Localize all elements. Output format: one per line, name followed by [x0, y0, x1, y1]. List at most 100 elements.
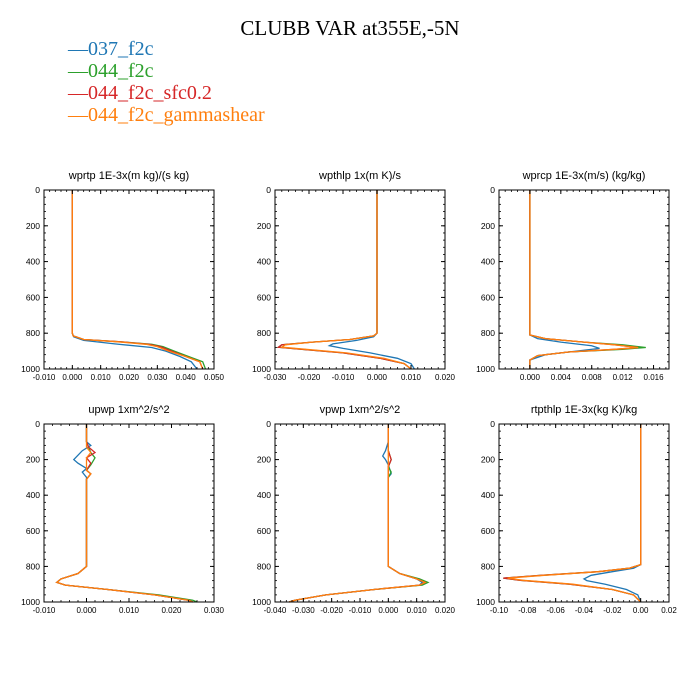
- x-tick-label: 0.030: [147, 373, 168, 382]
- series-line: [327, 190, 415, 370]
- legend-dash: —: [68, 104, 88, 126]
- y-tick-label: 200: [481, 455, 495, 465]
- panel-title: rtpthlp 1E-3x(kg K)/kg: [531, 404, 637, 416]
- legend-entry: —044_f2c: [68, 60, 265, 82]
- legend-entry: —037_f2c: [68, 38, 265, 60]
- x-tick-label: -0.010: [33, 373, 56, 382]
- y-tick-label: 400: [481, 490, 495, 500]
- plot-frame: [43, 423, 215, 603]
- y-tick-label: 800: [481, 328, 495, 338]
- x-tick-label: 0.020: [435, 606, 456, 615]
- y-tick-label: 1000: [476, 364, 495, 374]
- y-tick-label: 0: [35, 185, 40, 195]
- x-tick-label: -0.06: [547, 606, 566, 615]
- profile-panel: wprcp 1E-3x(m/s) (kg/kg) 0 200 400 600 800 100…: [476, 170, 670, 382]
- y-tick-label: 200: [26, 221, 40, 231]
- legend-label: 044_f2c_gammashear: [88, 104, 265, 126]
- y-tick-label: 0: [490, 185, 495, 195]
- y-tick-label: 800: [481, 561, 495, 571]
- x-tick-label: -0.040: [264, 606, 287, 615]
- panel-title: upwp 1xm^2/s^2: [88, 404, 169, 416]
- legend-entry: —044_f2c_gammashear: [68, 104, 265, 126]
- y-tick-label: 200: [257, 221, 271, 231]
- x-tick-label: 0.016: [644, 373, 665, 382]
- legend-dash: —: [68, 82, 88, 104]
- y-tick-label: 1000: [476, 597, 495, 607]
- y-tick-label: 0: [266, 185, 271, 195]
- series-line: [507, 424, 642, 603]
- panel-title: wprtp 1E-3x(m kg)/(s kg): [68, 170, 189, 182]
- y-tick-label: 400: [26, 257, 40, 267]
- x-tick-label: 0.020: [161, 606, 182, 615]
- panel-title: wprcp 1E-3x(m/s) (kg/kg): [522, 170, 646, 182]
- x-tick-label: 0.02: [661, 606, 677, 615]
- x-tick-label: 0.040: [176, 373, 197, 382]
- x-tick-label: 0.050: [204, 373, 225, 382]
- series-line: [289, 424, 427, 603]
- legend-entry: —044_f2c_sfc0.2: [68, 82, 265, 104]
- x-tick-label: 0.000: [520, 373, 541, 382]
- x-tick-label: -0.010: [349, 606, 372, 615]
- y-tick-label: 600: [26, 526, 40, 536]
- plot-frame: [274, 189, 446, 370]
- x-tick-label: 0.010: [401, 373, 422, 382]
- x-tick-label: 0.012: [613, 373, 634, 382]
- x-tick-label: 0.008: [582, 373, 603, 382]
- legend: —037_f2c —044_f2c —044_f2c_sfc0.2 —044_f…: [68, 38, 265, 126]
- series-line: [55, 424, 194, 603]
- x-tick-label: 0.000: [62, 373, 83, 382]
- series-line: [71, 190, 204, 370]
- y-tick-label: 200: [257, 455, 271, 465]
- x-tick-label: 0.010: [91, 373, 112, 382]
- panel-title: vpwp 1xm^2/s^2: [320, 404, 401, 416]
- x-tick-label: -0.02: [603, 606, 622, 615]
- profile-panel: wprtp 1E-3x(m kg)/(s kg) 0 200 400 600 800 100…: [21, 170, 224, 382]
- series-line: [71, 190, 198, 370]
- x-tick-label: 0.00: [633, 606, 649, 615]
- plot-frame: [274, 423, 446, 603]
- y-tick-label: 600: [26, 292, 40, 302]
- legend-dash: —: [68, 60, 88, 82]
- series-line: [279, 190, 412, 370]
- series-line: [503, 424, 642, 603]
- x-tick-label: 0.000: [367, 373, 388, 382]
- plot-frame: [498, 189, 670, 370]
- series-line: [529, 190, 600, 369]
- x-tick-label: -0.030: [292, 606, 315, 615]
- y-tick-label: 800: [26, 561, 40, 571]
- y-tick-label: 1000: [21, 364, 40, 374]
- y-tick-label: 0: [490, 419, 495, 429]
- x-tick-label: 0.000: [378, 606, 399, 615]
- y-tick-label: 800: [26, 328, 40, 338]
- x-tick-label: -0.08: [518, 606, 537, 615]
- y-tick-label: 600: [257, 526, 271, 536]
- x-tick-label: 0.030: [204, 606, 225, 615]
- x-tick-label: 0.020: [119, 373, 140, 382]
- legend-label: 037_f2c: [88, 38, 154, 60]
- series-line: [582, 424, 642, 603]
- x-tick-label: 0.010: [119, 606, 140, 615]
- y-tick-label: 0: [35, 419, 40, 429]
- legend-label: 044_f2c: [88, 60, 154, 82]
- figure-title: CLUBB VAR at355E,-5N: [240, 16, 460, 40]
- series-line: [503, 424, 642, 603]
- series-line: [71, 190, 207, 370]
- panel-title: wpthlp 1x(m K)/s: [318, 170, 401, 182]
- series-line: [289, 424, 424, 603]
- x-tick-label: -0.04: [575, 606, 594, 615]
- x-tick-label: 0.000: [76, 606, 97, 615]
- y-tick-label: 400: [257, 490, 271, 500]
- x-tick-label: -0.10: [490, 606, 509, 615]
- x-tick-label: 0.010: [407, 606, 428, 615]
- series-line: [55, 424, 194, 603]
- y-tick-label: 200: [26, 455, 40, 465]
- x-tick-label: 0.004: [551, 373, 572, 382]
- x-tick-label: -0.030: [264, 373, 287, 382]
- profile-panel: vpwp 1xm^2/s^2 0 200 400 600 800 1000-0.040 -0.…: [252, 404, 455, 615]
- y-tick-label: 600: [481, 292, 495, 302]
- y-tick-label: 1000: [21, 597, 40, 607]
- y-tick-label: 1000: [252, 364, 271, 374]
- y-tick-label: 200: [481, 221, 495, 231]
- series-line: [529, 190, 639, 369]
